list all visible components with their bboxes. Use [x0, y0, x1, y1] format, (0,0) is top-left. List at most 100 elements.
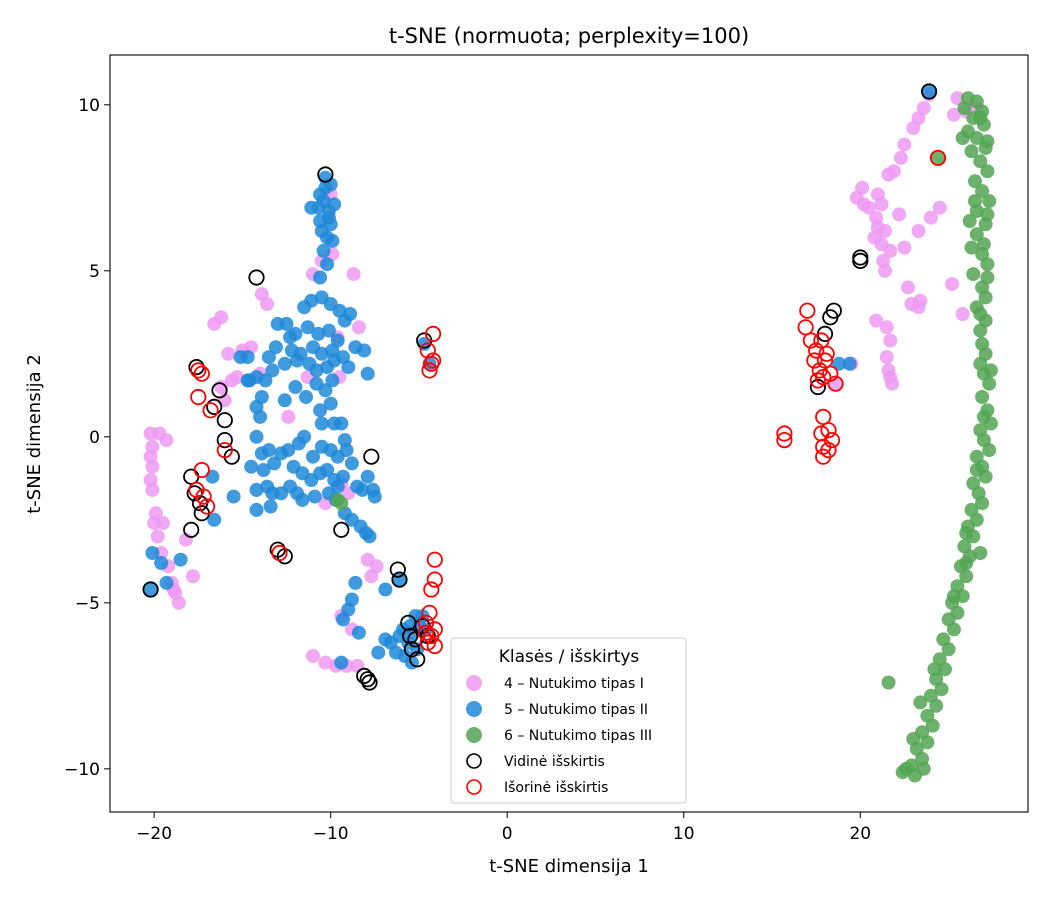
data-point-class-4 [862, 200, 877, 215]
data-point-class-6 [946, 589, 961, 604]
data-point-class-5 [143, 582, 158, 597]
data-point-class-6 [964, 144, 979, 159]
data-point-class-4 [156, 516, 170, 531]
data-point-class-4 [950, 91, 965, 106]
data-point-class-6 [973, 307, 988, 321]
data-point-class-5 [311, 326, 326, 341]
outer-outlier-marker [818, 345, 835, 362]
legend-label: Vidinė išskirtis [504, 754, 605, 770]
data-point-class-5 [355, 482, 370, 497]
data-point-class-6 [934, 682, 949, 697]
data-point-class-5 [357, 343, 372, 358]
data-point-class-4 [946, 107, 961, 122]
outer-outlier-marker [802, 332, 820, 349]
legend-label: 4 – Nutukimo tipas I [504, 676, 644, 692]
data-point-class-5 [277, 356, 292, 371]
data-point-class-5 [261, 350, 276, 365]
data-point-class-6 [982, 194, 997, 209]
data-point-class-6 [973, 111, 988, 126]
data-point-class-4 [350, 658, 365, 673]
data-point-class-4 [932, 200, 947, 215]
legend-title: Klasės / išskirtys [499, 647, 640, 667]
outer-outlier-marker [776, 425, 793, 442]
data-point-class-5 [318, 383, 333, 398]
outer-outlier-marker [799, 302, 816, 319]
data-point-class-6 [978, 290, 993, 305]
data-point-class-5 [145, 546, 160, 560]
data-point-class-5 [330, 479, 345, 494]
data-point-class-6 [938, 662, 952, 677]
data-point-class-4 [318, 655, 333, 670]
legend-label: 6 – Nutukimo tipas III [504, 728, 652, 744]
data-point-class-5 [314, 439, 329, 454]
outer-outlier-marker [271, 544, 288, 562]
data-point-class-6 [881, 675, 896, 690]
outer-outlier-marker [815, 368, 832, 386]
data-point-class-4 [351, 320, 366, 335]
points-layer [142, 83, 998, 783]
data-point-class-6 [941, 642, 956, 657]
data-point-class-6 [969, 131, 984, 145]
legend-marker [466, 675, 482, 691]
data-point-class-6 [959, 526, 974, 541]
outer-outlier-marker [199, 498, 216, 515]
data-point-class-5 [327, 197, 342, 212]
outer-outlier-marker [421, 604, 438, 621]
outer-outlier-marker [820, 422, 837, 439]
data-point-class-5 [339, 443, 354, 458]
data-point-class-4 [883, 243, 898, 258]
outer-outlier-marker [426, 637, 443, 655]
data-point-class-6 [980, 207, 995, 222]
data-point-class-5 [321, 323, 336, 338]
data-point-class-5 [325, 233, 340, 248]
data-point-class-6 [973, 154, 988, 169]
data-point-class-5 [313, 187, 328, 202]
data-point-class-4 [159, 433, 174, 448]
data-point-class-5 [832, 356, 847, 371]
data-point-class-5 [304, 200, 319, 215]
data-point-class-6 [982, 443, 997, 458]
data-point-class-4 [879, 320, 894, 335]
data-point-class-4 [892, 207, 907, 222]
inner-outlier-marker [183, 521, 200, 538]
outer-outlier-marker [195, 488, 212, 505]
data-point-class-6 [966, 267, 981, 282]
data-point-class-5 [297, 429, 312, 444]
inner-outlier-marker [409, 651, 426, 668]
data-point-class-6 [973, 546, 988, 560]
data-point-class-4 [897, 137, 912, 152]
data-point-class-4 [897, 240, 912, 255]
data-point-class-5 [842, 356, 857, 371]
inner-outlier-marker [809, 378, 827, 396]
plot-frame [109, 54, 1029, 813]
inner-outlier-marker [389, 561, 406, 578]
data-point-class-5 [268, 340, 283, 355]
data-point-class-5 [336, 612, 350, 627]
data-point-class-5 [207, 512, 222, 527]
x-tick-label: 0 [502, 824, 513, 844]
legend: Klasės / išskirtys 4 – Nutukimo tipas I 5… [450, 637, 687, 804]
data-point-class-5 [173, 552, 188, 567]
outer-outlier-marker [815, 448, 832, 465]
data-point-class-5 [261, 443, 276, 458]
data-point-class-5 [226, 489, 241, 504]
outer-outlier-marker [216, 441, 233, 459]
y-axis-label: t-SNE dimensija 2 [24, 354, 45, 514]
inner-outlier-marker [206, 398, 223, 415]
y-tick-label: −10 [64, 760, 100, 780]
data-point-class-5 [316, 243, 331, 258]
chart-title: t-SNE (normuota; perplexity=100) [389, 24, 749, 48]
legend-box [450, 637, 687, 804]
data-point-class-4 [878, 263, 892, 278]
outer-outlier-marker [424, 325, 442, 342]
data-point-class-5 [320, 463, 335, 477]
data-point-class-5 [281, 443, 296, 458]
data-point-class-4 [145, 482, 160, 497]
inner-outlier-marker [211, 382, 228, 399]
outer-outlier-marker [424, 352, 442, 369]
x-tick-label: 20 [849, 824, 871, 844]
outer-outlier-marker [421, 362, 438, 379]
data-point-class-6 [906, 732, 921, 746]
data-point-class-4 [883, 333, 898, 348]
data-point-class-6 [927, 662, 942, 677]
